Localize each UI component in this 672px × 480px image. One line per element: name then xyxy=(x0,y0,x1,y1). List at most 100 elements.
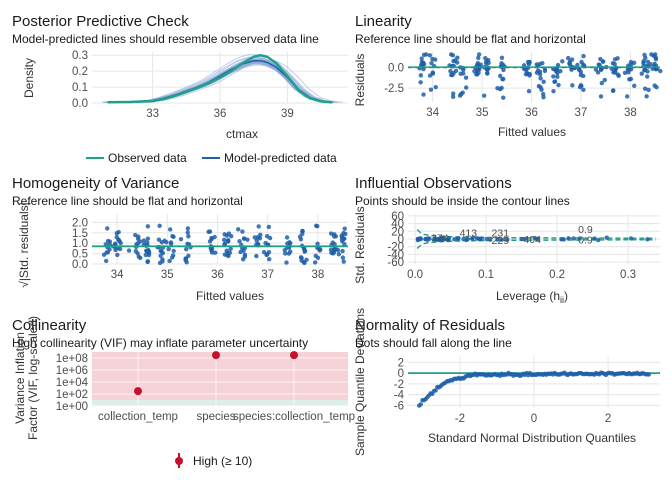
homogeneity-point xyxy=(184,247,189,252)
influential-label-413: 413 xyxy=(460,227,478,239)
linearity-point xyxy=(535,68,541,73)
collinearity-ylabel-line2: Factor (VIF, log-scaled) xyxy=(26,316,40,440)
homogeneity-point xyxy=(224,248,229,253)
influential-point xyxy=(566,236,571,241)
influential-point xyxy=(561,237,567,242)
influential-point xyxy=(452,237,457,242)
influential-point xyxy=(499,237,504,242)
linearity-point xyxy=(481,93,487,98)
linearity-point xyxy=(615,56,620,61)
ppc-predicted-draw-line xyxy=(109,55,335,103)
homogeneity-point xyxy=(331,250,337,255)
legend-observed-label: Observed data xyxy=(108,151,187,165)
homogeneity-point xyxy=(266,224,272,230)
homogeneity-point xyxy=(301,259,307,265)
linearity-point xyxy=(645,74,650,79)
linearity-point xyxy=(599,80,605,86)
legend-high-label: High (≥ 10) xyxy=(193,454,252,468)
linearity-point xyxy=(653,56,659,62)
linearity-point xyxy=(598,56,603,62)
homogeneity-point xyxy=(185,230,190,235)
linearity-point xyxy=(556,82,561,88)
collinearity-gridlines xyxy=(92,352,348,407)
homogeneity-point xyxy=(341,230,346,236)
nor-ytick-label: 0 xyxy=(398,368,404,380)
linearity-point xyxy=(432,57,438,62)
influential-point xyxy=(571,236,576,241)
collinearity-high-band xyxy=(92,352,348,400)
linearity-tick-labels: 34 35 36 37 38 -2.5 0.0 xyxy=(384,63,637,119)
homogeneity-point xyxy=(229,234,234,239)
linearity-point xyxy=(560,59,565,64)
ppc-xtick-label: 36 xyxy=(214,108,227,120)
linearity-point xyxy=(570,83,575,88)
homogeneity-point xyxy=(335,247,341,253)
homogeneity-point xyxy=(170,255,175,260)
linearity-point xyxy=(651,53,656,58)
linearity-point xyxy=(639,71,644,76)
linearity-point xyxy=(500,62,506,67)
inf-ytick-label: 40 xyxy=(391,219,404,231)
homogeneity-point xyxy=(222,241,228,247)
hom-xtick-label: 34 xyxy=(111,269,124,281)
collinearity-ytick-label: 1e+06 xyxy=(56,365,88,377)
linearity-point xyxy=(642,68,647,73)
homogeneity-tick-labels: 34 35 36 37 38 0.00.51.01.52.0 xyxy=(72,217,324,281)
linearity-point xyxy=(497,73,503,79)
linearity-point xyxy=(429,60,434,66)
linearity-point xyxy=(578,72,584,78)
linearity-point xyxy=(641,58,646,64)
influential-point-labels: 413 231 374 229 404 xyxy=(431,227,541,247)
ppc-xtick-label: 33 xyxy=(146,108,159,120)
linearity-point xyxy=(427,53,433,58)
legend-predicted-label: Model-predicted data xyxy=(224,151,337,165)
linearity-point xyxy=(551,74,556,79)
ppc-panel: Posterior Predictive Check Model-predict… xyxy=(12,13,348,165)
homogeneity-point xyxy=(145,224,151,229)
linearity-point xyxy=(569,57,575,62)
collinearity-panel: Collinearity High collinearity (VIF) may… xyxy=(12,316,355,468)
lin-ytick-label: -2.5 xyxy=(384,83,404,95)
linearity-point xyxy=(646,87,651,93)
influential-label-374: 374 xyxy=(431,232,449,244)
collinearity-title: Collinearity xyxy=(12,317,87,334)
homogeneity-point xyxy=(267,256,272,262)
collinearity-ytick-label: 1e+00 xyxy=(56,401,88,413)
linearity-point xyxy=(534,62,539,67)
homogeneity-point xyxy=(171,234,176,240)
linearity-point xyxy=(451,91,456,96)
homogeneity-title: Homogeneity of Variance xyxy=(12,175,179,192)
linearity-point xyxy=(433,85,438,90)
homogeneity-point xyxy=(105,226,110,231)
linearity-point xyxy=(458,71,463,76)
linearity-point xyxy=(536,83,542,89)
collinearity-point-2 xyxy=(290,351,298,360)
homogeneity-point xyxy=(107,239,113,244)
legend-high-key-dot xyxy=(175,457,183,465)
collinearity-ytick-label: 1e+04 xyxy=(56,377,89,389)
influential-point xyxy=(604,235,609,240)
homogeneity-point xyxy=(103,258,109,264)
hom-ytick-label: 1.5 xyxy=(72,228,88,240)
homogeneity-point xyxy=(159,240,165,245)
linearity-point xyxy=(658,68,663,74)
homogeneity-point xyxy=(227,250,233,256)
homogeneity-point xyxy=(222,252,228,257)
homogeneity-point xyxy=(167,258,172,264)
normality-point xyxy=(646,372,652,377)
homogeneity-point xyxy=(254,238,259,243)
homogeneity-point xyxy=(298,255,304,260)
homogeneity-point xyxy=(166,246,171,252)
linearity-point xyxy=(483,56,488,61)
influential-point xyxy=(532,235,538,241)
lin-xtick-label: 38 xyxy=(624,107,637,119)
influential-point xyxy=(495,237,500,242)
homogeneity-point xyxy=(284,235,290,240)
linearity-point xyxy=(538,76,543,81)
homogeneity-point xyxy=(282,247,287,253)
inf-xtick-label: 0.0 xyxy=(407,269,423,281)
linearity-point xyxy=(450,72,455,78)
linearity-point xyxy=(524,70,530,76)
